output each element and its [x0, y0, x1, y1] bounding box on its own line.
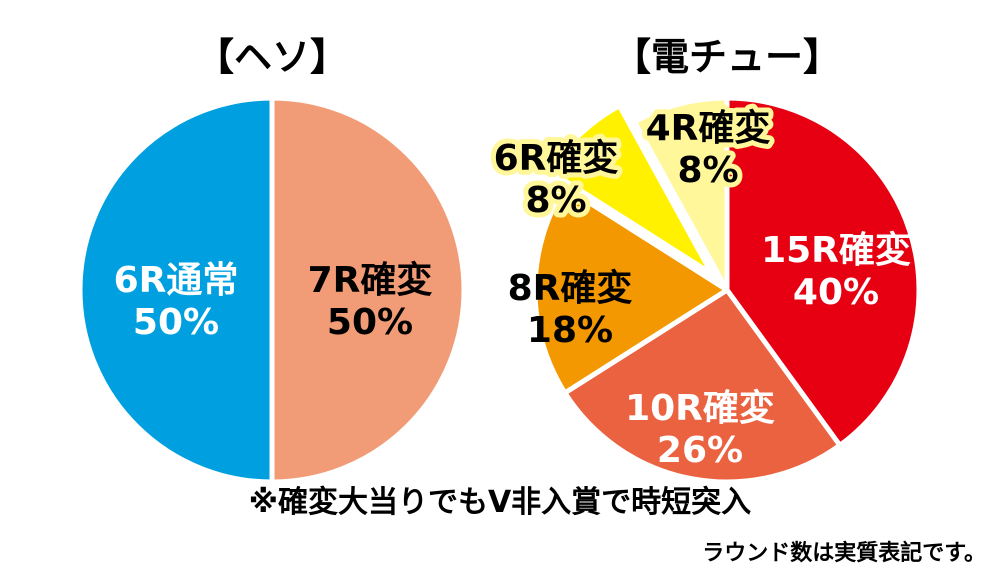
round-count-note: ラウンド数は実質表記です。: [702, 540, 986, 566]
pie-slice: [547, 103, 715, 277]
slice-label: 7R確変 50%: [308, 259, 433, 343]
denchu-chart-title: 【電チュー】: [613, 35, 841, 79]
slice-value-label: 50%: [327, 302, 413, 343]
pie-slice: [532, 184, 730, 396]
slice-value-label: 8%: [677, 150, 738, 191]
heso-chart-title: 【ヘソ】: [196, 35, 348, 79]
slice-value-label: 18%: [527, 310, 613, 351]
slice-labels: 7R確変 50%6R通常 50%15R確変 40%10R確変 26%8R確変 18%6R確…: [114, 102, 911, 471]
slice-value-label: 50%: [133, 302, 219, 343]
pie-slice: [724, 95, 922, 448]
slice-label: 4R確変 8%: [646, 107, 771, 191]
pie-slice: [632, 95, 730, 293]
slice-category-label: 4R確変: [646, 107, 771, 149]
heso-pie-chart: [77, 95, 467, 485]
slice-label: 15R確変 40%: [761, 229, 911, 313]
slice-category-label: 8R確変: [508, 267, 633, 309]
slice-label: 6R通常 50%: [114, 260, 239, 343]
pie-slice: [77, 95, 275, 485]
pie-slice: [562, 287, 843, 485]
slice-category-label: 6R確変: [494, 137, 619, 179]
slice-category-label: 15R確変: [761, 229, 911, 271]
slice-label: 6R確変 8%: [494, 137, 619, 221]
slice-category-label: 6R通常: [114, 260, 239, 301]
slice-value-label: 8%: [525, 180, 586, 221]
slice-label: 8R確変 18%: [508, 267, 633, 351]
slice-category-label: 10R確変: [625, 387, 775, 429]
v-miss-note: ※確変大当りでもV非入賞で時短突入: [249, 485, 751, 520]
denchu-pie-chart: [532, 95, 922, 485]
slice-value-label: 26%: [657, 430, 743, 471]
pie-slice: [269, 95, 467, 485]
slice-value-label: 40%: [793, 272, 879, 313]
slice-label: 10R確変 26%: [625, 387, 775, 471]
slice-category-label: 7R確変: [308, 259, 433, 301]
